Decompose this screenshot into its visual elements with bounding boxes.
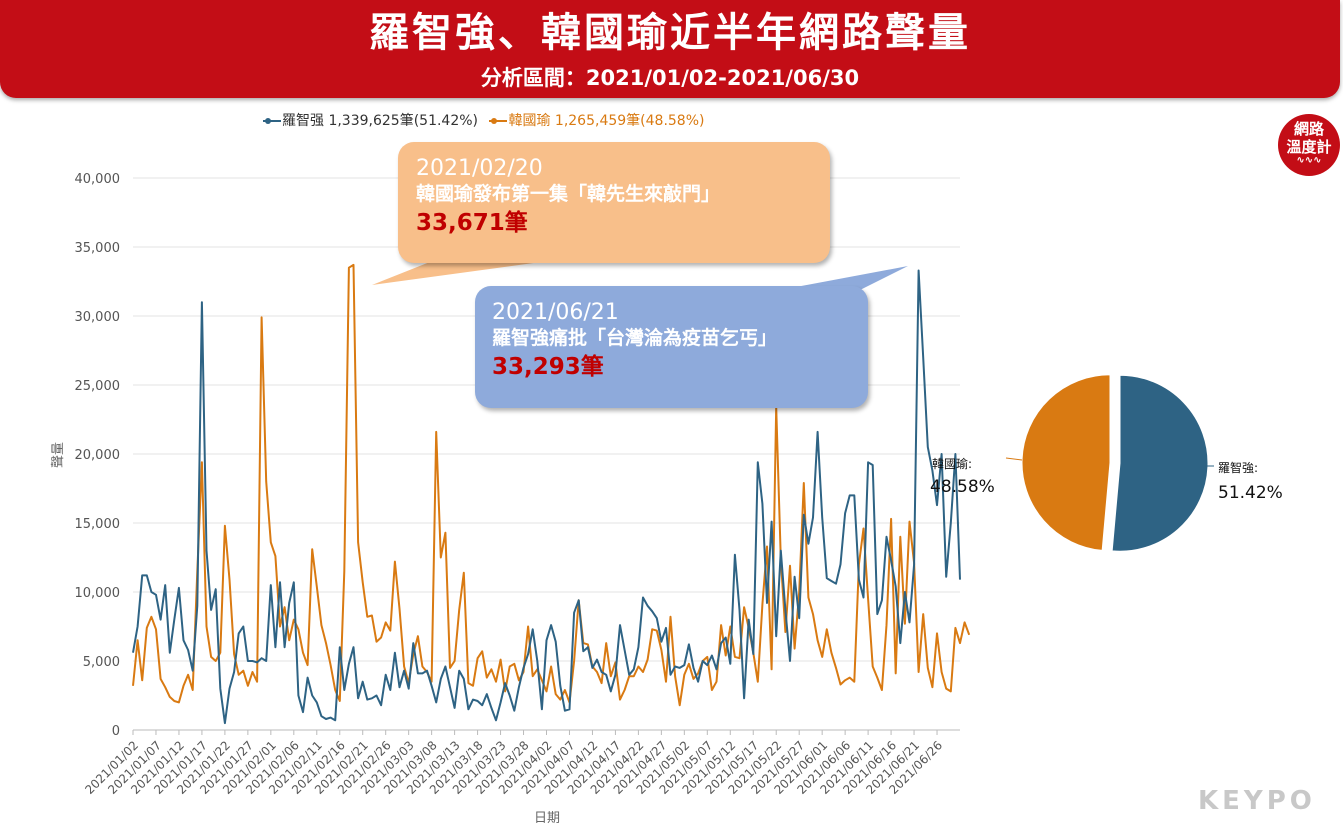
y-tick-label: 20,000 <box>75 448 121 463</box>
logo-line1: 網路 <box>1293 120 1324 138</box>
legend-label-han: 韓國瑜 1,265,459筆(48.58%) <box>508 113 705 129</box>
page-subtitle: 分析區間：2021/01/02-2021/06/30 <box>480 66 860 90</box>
page-title: 羅智強、韓國瑜近半年網路聲量 <box>369 10 971 56</box>
legend-marker-luo <box>263 118 281 124</box>
callout-luo-date: 2021/06/21 <box>492 300 619 325</box>
pie-value-han: 48.58% <box>930 477 995 497</box>
wave-icon: ∿∿∿ <box>1296 155 1322 166</box>
y-tick-label: 15,000 <box>75 517 121 532</box>
logo-line2: 溫度計 <box>1286 138 1332 156</box>
y-tick-label: 30,000 <box>75 310 121 325</box>
callout-han-value: 33,671筆 <box>416 210 528 236</box>
callout-luo-peak: 2021/06/21 羅智強痛批「台灣淪為疫苗乞丐」 33,293筆 <box>475 286 868 408</box>
title-banner: 羅智強、韓國瑜近半年網路聲量 分析區間：2021/01/02-2021/06/3… <box>0 0 1340 98</box>
thermometer-logo: 網路 溫度計 ∿∿∿ <box>1278 114 1340 176</box>
keypo-logo: KEYPO <box>1198 786 1316 816</box>
callout-han-date: 2021/02/20 <box>416 156 543 181</box>
y-tick-label: 0 <box>112 724 120 739</box>
legend-marker-han <box>489 118 508 124</box>
pie-label-luo: 羅智強: <box>1218 460 1258 475</box>
pie-connector-han <box>1005 457 1023 461</box>
legend-item-luo[interactable]: 羅智强 1,339,625筆(51.42%) <box>262 113 482 129</box>
callout-han-peak: 2021/02/20 韓國瑜發布第一集「韓先生來敲門」 33,671筆 <box>398 142 830 263</box>
legend-item-han[interactable]: 韓國瑜 1,265,459筆(48.58%) <box>488 113 704 129</box>
callout-luo-text: 羅智強痛批「台灣淪為疫苗乞丐」 <box>492 327 778 349</box>
pie-value-luo: 51.42% <box>1218 483 1283 503</box>
y-tick-label: 25,000 <box>75 379 121 394</box>
callout-han-text: 韓國瑜發布第一集「韓先生來敲門」 <box>416 183 721 205</box>
y-tick-label: 10,000 <box>75 586 121 601</box>
y-tick-label: 40,000 <box>75 172 121 187</box>
x-axis-title: 日期 <box>534 811 560 826</box>
y-tick-label: 35,000 <box>75 241 121 256</box>
y-axis-title: 聲量 <box>50 442 66 468</box>
pie-slice-luo <box>1111 374 1209 552</box>
series-line-luo <box>132 269 961 725</box>
legend-label-luo: 羅智强 1,339,625筆(51.42%) <box>282 113 479 129</box>
y-tick-label: 5,000 <box>83 655 120 670</box>
chart-legend: 羅智强 1,339,625筆(51.42%) 韓國瑜 1,265,459筆(48… <box>262 110 710 130</box>
pie-label-han: 韓國瑜: <box>932 456 972 471</box>
pie-slice-han <box>1021 374 1111 551</box>
series-line-han <box>132 263 971 707</box>
callout-luo-value: 33,293筆 <box>492 354 604 380</box>
